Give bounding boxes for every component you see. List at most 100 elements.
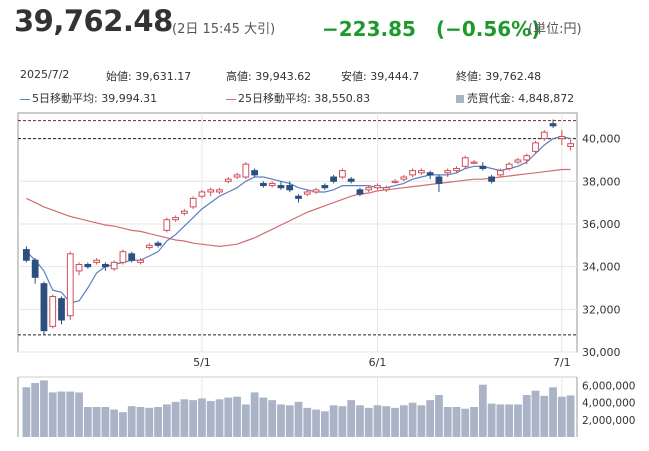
- candle-body: [23, 249, 30, 261]
- volume-bar: [478, 384, 487, 437]
- volume-bar: [496, 404, 505, 437]
- candle-body: [268, 182, 276, 187]
- summary-open: 始値: 39,631.17: [106, 70, 192, 83]
- volume-bar: [549, 387, 557, 437]
- volume-bar: [119, 412, 127, 437]
- candle: [172, 215, 180, 222]
- volume-bar: [452, 407, 461, 437]
- candle-body: [435, 176, 443, 184]
- volume-bar: [127, 406, 136, 437]
- candle-body: [154, 242, 162, 246]
- date-axis: 5/1 6/1 7/1: [193, 356, 571, 369]
- price-tick-label: 40,000: [582, 133, 621, 146]
- volume-bar: [75, 392, 83, 437]
- candle-body: [119, 251, 127, 263]
- candle-body: [286, 185, 294, 191]
- ohlc-summary: 2025/7/2 始値: 39,631.17 高値: 39,943.62 安値:…: [20, 68, 541, 83]
- candle-body: [137, 259, 144, 263]
- price-tick-label: 32,000: [582, 303, 621, 316]
- legend-turnover: 売買代金: 4,848,872: [456, 90, 574, 106]
- candle-body: [540, 131, 548, 140]
- candle: [31, 258, 39, 284]
- candle: [558, 130, 566, 146]
- candle: [461, 155, 469, 169]
- candle-body: [347, 178, 355, 182]
- candle-body: [418, 170, 425, 174]
- candle: [488, 174, 496, 184]
- ma5-swatch-icon: [20, 98, 30, 100]
- volume-axis: 6,000,000 4,000,000 2,000,000: [582, 381, 635, 427]
- candle-body: [66, 253, 74, 317]
- volume-bar: [487, 403, 496, 437]
- date-tick-label: 7/1: [553, 356, 571, 369]
- candle: [224, 177, 232, 184]
- candle-body: [40, 283, 48, 332]
- candle: [216, 187, 223, 195]
- candle: [84, 262, 92, 269]
- volume-bar: [277, 404, 285, 437]
- volume-bar: [22, 387, 31, 437]
- volume-bar: [250, 392, 259, 437]
- candle: [497, 168, 504, 178]
- candle-body: [75, 264, 83, 272]
- candle: [339, 168, 346, 180]
- candle-body: [400, 176, 408, 180]
- volume-tick-label: 6,000,000: [582, 381, 635, 393]
- volume-bar: [57, 391, 66, 437]
- volume-bar: [531, 390, 540, 437]
- candle: [303, 189, 311, 197]
- candle-body: [31, 259, 39, 278]
- volume-bar: [347, 400, 356, 437]
- candle: [295, 194, 302, 203]
- candle-body: [172, 217, 180, 221]
- candle-body: [365, 187, 373, 191]
- volume-bar: [312, 409, 320, 437]
- legend-ma25: 25日移動平均: 38,550.83: [226, 90, 370, 106]
- candle: [532, 140, 539, 154]
- candle-body: [277, 185, 285, 189]
- candle-body: [49, 296, 57, 327]
- volume-bar: [31, 383, 40, 437]
- candle: [409, 168, 417, 178]
- candle: [66, 251, 74, 320]
- volume-bar: [356, 405, 364, 437]
- candle: [75, 262, 83, 276]
- reference-lines: [18, 120, 577, 336]
- candle-body: [374, 185, 381, 189]
- candle: [567, 139, 575, 151]
- candle-body: [198, 191, 206, 197]
- date-tick-label: 5/1: [193, 356, 211, 369]
- volume-bar: [171, 401, 180, 437]
- volume-bar: [215, 399, 224, 437]
- volume-bar: [338, 406, 347, 437]
- volume-bar: [382, 406, 391, 437]
- candle: [549, 119, 557, 128]
- candle: [198, 189, 206, 199]
- candle-body: [523, 155, 531, 161]
- candle: [110, 260, 118, 271]
- volume-bar: [294, 401, 303, 437]
- candle: [242, 162, 250, 180]
- candle: [365, 185, 373, 192]
- candle-body: [189, 197, 197, 208]
- candle-body: [207, 189, 215, 193]
- volume-bar: [443, 407, 452, 437]
- candle-body: [514, 159, 522, 163]
- candle-body: [391, 180, 399, 183]
- candle: [514, 157, 522, 165]
- volume-bar: [83, 407, 92, 437]
- volume-bar: [40, 380, 48, 437]
- candle: [435, 174, 443, 192]
- volume-bar: [505, 404, 514, 437]
- summary-date: 2025/7/2: [20, 68, 70, 81]
- candle-body: [497, 170, 504, 176]
- summary-low: 安値: 39,444.7: [341, 70, 420, 83]
- volume-bar: [259, 397, 268, 437]
- candle: [23, 246, 30, 263]
- candle: [163, 217, 171, 233]
- volume-bar: [189, 400, 198, 437]
- candle: [251, 168, 259, 178]
- candle: [453, 166, 460, 173]
- volume-bar: [206, 401, 215, 437]
